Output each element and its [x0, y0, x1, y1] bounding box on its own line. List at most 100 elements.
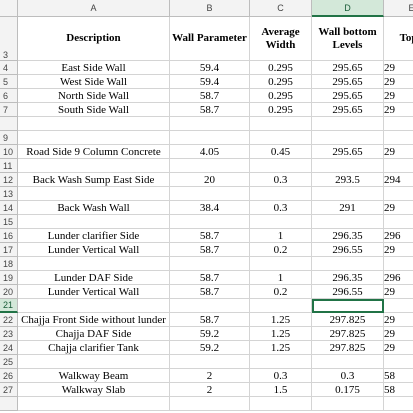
- cell[interactable]: 58.7: [170, 103, 250, 117]
- cell[interactable]: [384, 257, 413, 271]
- cell[interactable]: 29: [384, 313, 413, 327]
- cell[interactable]: [170, 159, 250, 173]
- cell[interactable]: [250, 131, 312, 145]
- cell[interactable]: 2: [170, 383, 250, 397]
- cell[interactable]: 58.7: [170, 313, 250, 327]
- cell[interactable]: Chajja clarifier Tank: [18, 341, 170, 355]
- cell[interactable]: Chajja DAF Side: [18, 327, 170, 341]
- cell[interactable]: 29: [384, 145, 413, 159]
- cell[interactable]: 1.25: [250, 313, 312, 327]
- cell[interactable]: [250, 257, 312, 271]
- cell[interactable]: 0.295: [250, 103, 312, 117]
- cell[interactable]: 0.3: [312, 369, 384, 383]
- cell[interactable]: 295.65: [312, 75, 384, 89]
- cell[interactable]: 0.3: [250, 369, 312, 383]
- cell[interactable]: 1.25: [250, 341, 312, 355]
- cell[interactable]: [250, 187, 312, 201]
- cell[interactable]: 295.65: [312, 103, 384, 117]
- cell[interactable]: [250, 397, 312, 411]
- cell[interactable]: 58.7: [170, 229, 250, 243]
- cell[interactable]: 1: [250, 271, 312, 285]
- column-header[interactable]: E: [384, 0, 413, 17]
- row-header[interactable]: 10: [0, 145, 18, 159]
- cell[interactable]: [384, 159, 413, 173]
- cell[interactable]: [170, 215, 250, 229]
- cell[interactable]: 0.295: [250, 61, 312, 75]
- cell[interactable]: 58: [384, 383, 413, 397]
- cell[interactable]: North Side Wall: [18, 89, 170, 103]
- cell[interactable]: [18, 215, 170, 229]
- cell[interactable]: [170, 299, 250, 313]
- row-header[interactable]: 5: [0, 75, 18, 89]
- cell[interactable]: 58.7: [170, 285, 250, 299]
- cell[interactable]: 29: [384, 341, 413, 355]
- cell[interactable]: 1: [250, 229, 312, 243]
- cell[interactable]: 29: [384, 201, 413, 215]
- cell[interactable]: 38.4: [170, 201, 250, 215]
- cell[interactable]: [312, 131, 384, 145]
- cell[interactable]: [170, 117, 250, 131]
- cell[interactable]: [312, 397, 384, 411]
- cell[interactable]: 295.65: [312, 89, 384, 103]
- cell[interactable]: 0.2: [250, 285, 312, 299]
- cell[interactable]: 296.55: [312, 285, 384, 299]
- cell[interactable]: 291: [312, 201, 384, 215]
- cell[interactable]: 0.3: [250, 173, 312, 187]
- cell[interactable]: 296: [384, 229, 413, 243]
- cell[interactable]: 59.4: [170, 75, 250, 89]
- row-header[interactable]: 22: [0, 313, 18, 327]
- cell[interactable]: 29: [384, 285, 413, 299]
- cell[interactable]: [384, 355, 413, 369]
- cell[interactable]: [170, 187, 250, 201]
- row-header[interactable]: 3: [0, 17, 18, 61]
- row-header[interactable]: 23: [0, 327, 18, 341]
- cell[interactable]: 29: [384, 327, 413, 341]
- cell[interactable]: [384, 117, 413, 131]
- column-header[interactable]: A: [18, 0, 170, 17]
- cell[interactable]: [18, 187, 170, 201]
- row-header[interactable]: 7: [0, 103, 18, 117]
- column-header[interactable]: C: [250, 0, 312, 17]
- cell[interactable]: [312, 187, 384, 201]
- cell[interactable]: Chajja Front Side without lunder: [18, 313, 170, 327]
- cell[interactable]: West Side Wall: [18, 75, 170, 89]
- cell[interactable]: [18, 299, 170, 313]
- cell[interactable]: 0.45: [250, 145, 312, 159]
- cell[interactable]: [18, 355, 170, 369]
- header-cell[interactable]: Wall Parameter: [170, 17, 250, 61]
- cell[interactable]: [18, 397, 170, 411]
- row-header[interactable]: 15: [0, 215, 18, 229]
- cell[interactable]: 295.65: [312, 145, 384, 159]
- cell[interactable]: 293.5: [312, 173, 384, 187]
- row-header[interactable]: 24: [0, 341, 18, 355]
- cell[interactable]: [312, 215, 384, 229]
- cell[interactable]: 2: [170, 369, 250, 383]
- cell[interactable]: [384, 215, 413, 229]
- cell[interactable]: 58: [384, 369, 413, 383]
- cell[interactable]: Walkway Beam: [18, 369, 170, 383]
- cell[interactable]: 58.7: [170, 243, 250, 257]
- cell[interactable]: East Side Wall: [18, 61, 170, 75]
- row-header[interactable]: 9: [0, 131, 18, 145]
- cell[interactable]: Lunder Vertical Wall: [18, 285, 170, 299]
- cell[interactable]: [384, 299, 413, 313]
- cell[interactable]: Lunder Vertical Wall: [18, 243, 170, 257]
- column-header[interactable]: B: [170, 0, 250, 17]
- row-header[interactable]: 14: [0, 201, 18, 215]
- cell[interactable]: 29: [384, 243, 413, 257]
- row-header[interactable]: 11: [0, 159, 18, 173]
- cell[interactable]: Road Side 9 Column Concrete: [18, 145, 170, 159]
- cell[interactable]: Lunder DAF Side: [18, 271, 170, 285]
- row-header[interactable]: 4: [0, 61, 18, 75]
- cell[interactable]: South Side Wall: [18, 103, 170, 117]
- cell[interactable]: [170, 355, 250, 369]
- cell[interactable]: [170, 397, 250, 411]
- cell[interactable]: [250, 117, 312, 131]
- cell[interactable]: 59.4: [170, 61, 250, 75]
- cell[interactable]: [250, 299, 312, 313]
- row-header[interactable]: 12: [0, 173, 18, 187]
- header-cell[interactable]: Average Width: [250, 17, 312, 61]
- cell[interactable]: 29: [384, 61, 413, 75]
- cell[interactable]: 0.175: [312, 383, 384, 397]
- cell[interactable]: [312, 299, 384, 313]
